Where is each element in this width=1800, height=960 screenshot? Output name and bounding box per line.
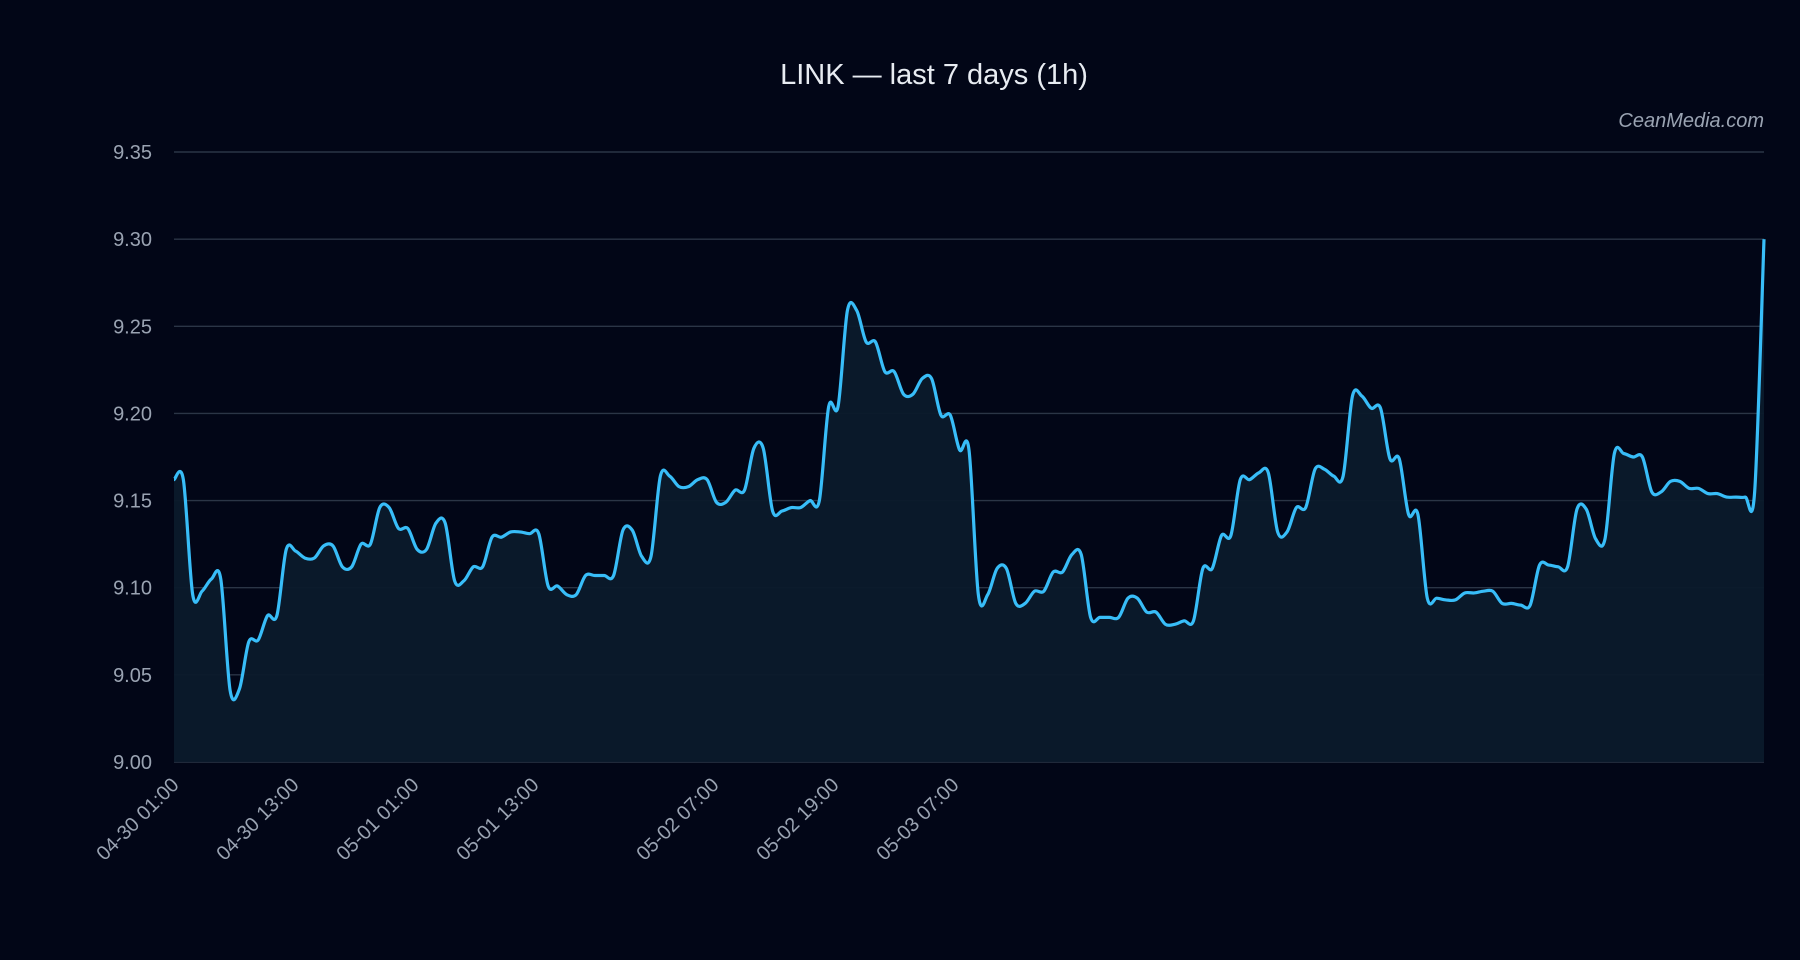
y-tick-label: 9.05 xyxy=(113,665,152,687)
y-tick-label: 9.20 xyxy=(113,403,152,425)
y-tick-label: 9.15 xyxy=(113,491,152,513)
chart-title: LINK — last 7 days (1h) xyxy=(780,59,1088,91)
y-axis-ticks: 9.00 9.05 9.10 9.15 9.20 9.25 9.30 9.35 xyxy=(113,142,152,774)
y-tick-label: 9.10 xyxy=(113,578,152,600)
y-tick-label: 9.25 xyxy=(113,316,152,338)
series-area-fill xyxy=(174,239,1764,762)
y-tick-label: 9.35 xyxy=(113,142,152,164)
y-tick-label: 9.30 xyxy=(113,229,152,251)
y-tick-label: 9.00 xyxy=(113,752,152,774)
watermark: CeanMedia.com xyxy=(1618,110,1764,132)
series-line xyxy=(172,239,1766,702)
